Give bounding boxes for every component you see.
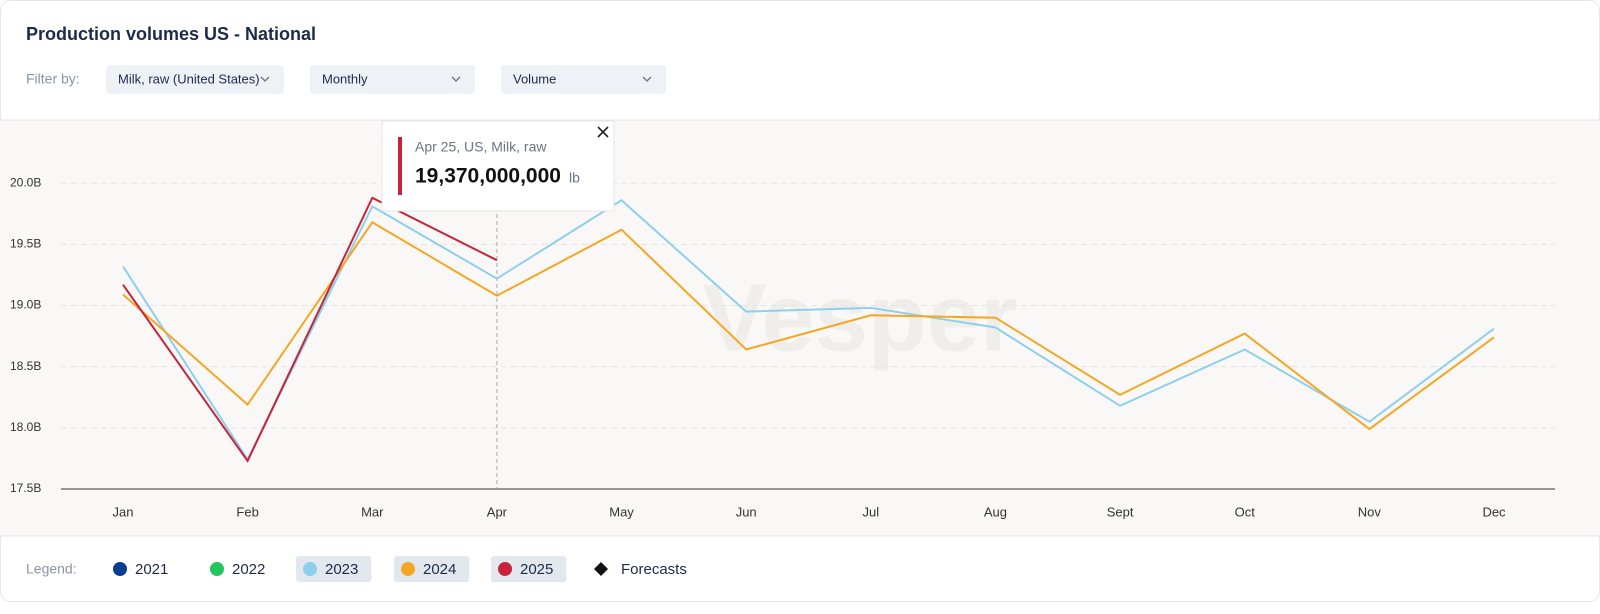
filter-dropdown[interactable] [501, 65, 666, 94]
y-tick-label: 19.5B [10, 237, 41, 251]
x-tick-label: Dec [1482, 504, 1506, 519]
legend-dot[interactable] [210, 562, 224, 576]
x-tick-label: Sept [1107, 504, 1134, 519]
tooltip-value: 19,370,000,000 [415, 165, 561, 188]
x-tick-label: Oct [1235, 504, 1256, 519]
title: Production volumes US - National [26, 24, 316, 44]
filter-value: Volume [513, 71, 556, 86]
series-line [122, 196, 498, 463]
x-tick-label: Feb [236, 504, 258, 519]
x-tick-label: Aug [984, 504, 1007, 519]
filter-label: Filter by: [26, 71, 80, 87]
filter-value: Monthly [322, 71, 368, 86]
x-tick-label: Nov [1358, 504, 1382, 519]
x-tick-label: Jul [863, 504, 880, 519]
chevron [451, 76, 461, 82]
y-tick-label: 20.0B [10, 175, 41, 189]
forecast-diamond [594, 562, 608, 576]
tooltip-label: Apr 25, US, Milk, raw [415, 139, 547, 155]
legend-highlight[interactable] [394, 556, 470, 582]
chart-area [0, 120, 1600, 536]
filter-value: Milk, raw (United States) [118, 71, 260, 86]
x-tick-label: Jan [113, 504, 134, 519]
legend-text: 2023 [325, 561, 358, 578]
close-icon[interactable] [597, 126, 609, 138]
legend-dot[interactable] [401, 562, 415, 576]
legend-dot[interactable] [303, 562, 317, 576]
x-tick-label: Mar [361, 504, 384, 519]
y-tick-label: 18.5B [10, 359, 41, 373]
tooltip [381, 120, 615, 212]
series-line [122, 199, 1495, 462]
x-tick-label: Jun [736, 504, 757, 519]
y-tick-label: 19.0B [10, 298, 41, 312]
legend-text: 2024 [423, 561, 456, 578]
legend-dot[interactable] [498, 562, 512, 576]
x-tick-label: Apr [487, 504, 508, 519]
y-tick-label: 17.5B [10, 481, 41, 495]
filter-dropdown[interactable] [106, 65, 284, 94]
chevron [642, 76, 652, 82]
legend-text: 2021 [135, 561, 168, 578]
tooltip-bar [398, 137, 402, 195]
y-tick-label: 18.0B [10, 420, 41, 434]
tooltip-unit: lb [569, 170, 580, 186]
legend-text[interactable]: Forecasts [621, 561, 687, 578]
series-line [122, 220, 1495, 431]
chevron [260, 76, 270, 82]
filter-dropdown[interactable] [310, 65, 475, 94]
legend-text: 2022 [232, 561, 265, 578]
legend-text: 2025 [520, 561, 553, 578]
legend-highlight[interactable] [296, 556, 372, 582]
legend-highlight[interactable] [491, 556, 567, 582]
x-tick-label: May [609, 504, 634, 519]
legend-label: Legend: [26, 561, 77, 577]
legend-dot[interactable] [113, 562, 127, 576]
